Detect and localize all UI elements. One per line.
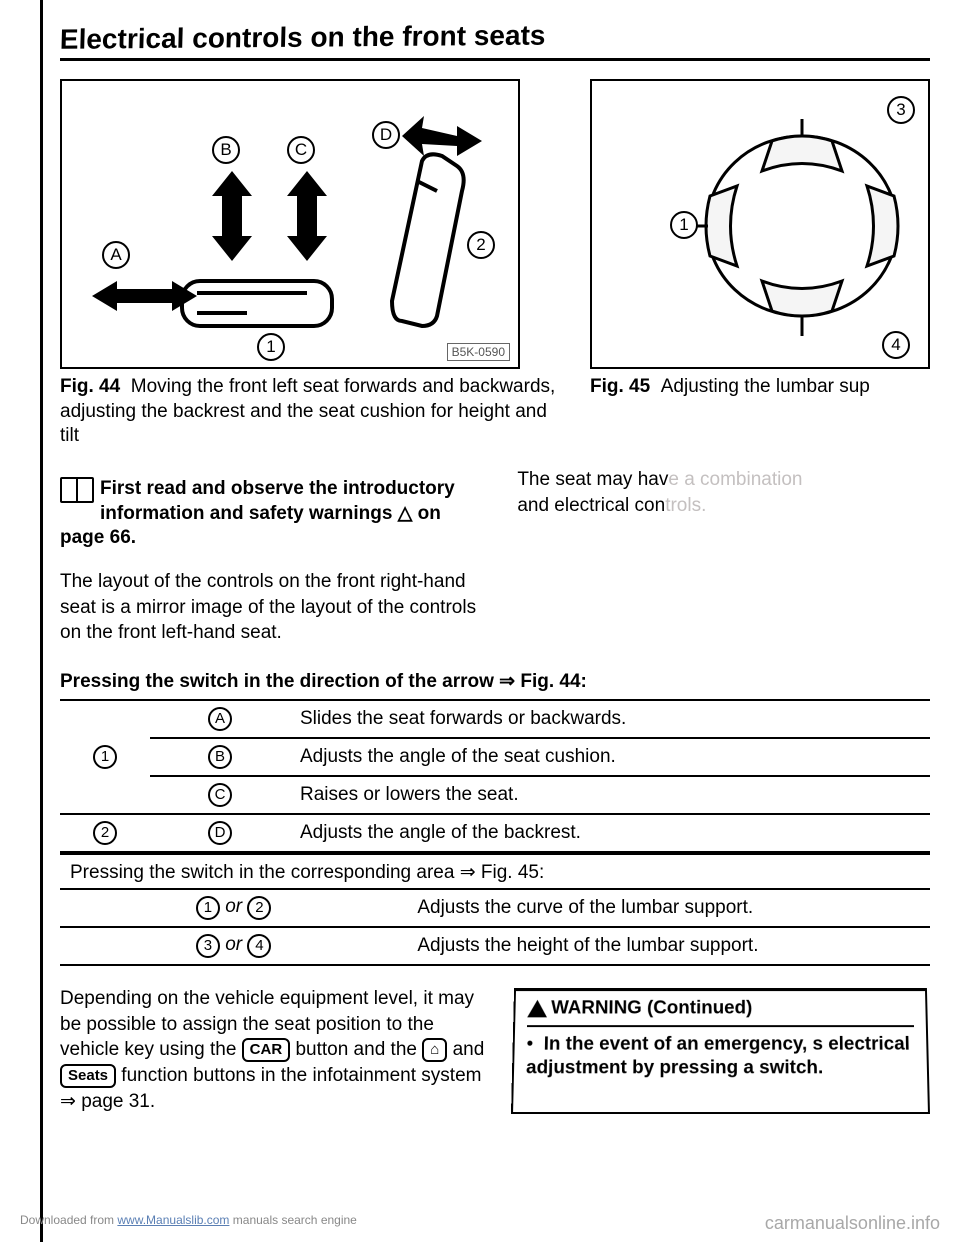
warning-box: WARNING (Continued) • In the event of an… [511,988,930,1114]
intro-left-col: First read and observe the introductory … [60,461,493,646]
fig44-label-D: D [372,121,400,149]
intro-right-col: The seat may have a combination and elec… [517,461,930,646]
table-row: C Raises or lowers the seat. [60,776,930,814]
bottom-t2: button and the [290,1039,422,1060]
fig45-label-3: 3 [887,96,915,124]
fig44-box: A B C D 1 2 B5K-0590 [60,79,520,369]
intro-line1: First read and observe the introductory [100,477,455,502]
right-intro: The seat may have a combination and elec… [517,467,930,518]
warning-header-text: WARNING (Continued) [550,998,751,1018]
cell-arrow-C: C [150,776,290,814]
bottom-t3: and [447,1039,484,1060]
page-content: Electrical controls on the front seats [0,0,960,1134]
fig45-svg [592,81,932,371]
cell-desc: Slides the seat forwards or backwards. [290,700,930,738]
warning-bullet: • In the event of an emergency, s electr… [525,1033,915,1082]
table-row: 1 or 2 Adjusts the curve of the lumbar s… [60,889,930,927]
bottom-t4: function buttons in the infotainment sys… [60,1065,481,1112]
fig44-label-2: 2 [467,231,495,259]
table-row: 1 A Slides the seat forwards or backward… [60,700,930,738]
fig45-label-1: 1 [670,211,698,239]
table-row: 2 D Adjusts the angle of the backrest. [60,814,930,852]
fig44-caption: Fig. 44 Moving the front left seat forwa… [60,375,560,449]
warning-header: WARNING (Continued) [527,997,914,1021]
intro-line2: information and safety warnings △ on [100,502,455,527]
cell-num-2: 2 [60,814,150,852]
fig44-svg [62,81,522,371]
fig45-box: 3 1 4 [590,79,930,369]
footer-right: carmanualsonline.info [765,1213,940,1234]
fig45-label-4: 4 [882,331,910,359]
page-title: Electrical controls on the front seats [59,16,930,56]
cell-desc: Adjusts the angle of the seat cushion. [290,738,930,776]
footer-left: Downloaded from www.Manualslib.com manua… [20,1213,357,1234]
home-button: ⌂ [422,1038,447,1062]
fig45-label-text: Fig. 45 [590,376,650,397]
cell-desc: Raises or lowers the seat. [290,776,930,814]
sub-header: Pressing the switch in the corresponding… [60,853,930,888]
right-intro-1: The seat may have a combination [517,469,802,490]
fig45-wrapper: 3 1 4 Fig. 45 Adjusting the lumbar sup [590,79,930,449]
footer-left1: Downloaded from [20,1213,117,1227]
intro-line3: page 66. [60,526,493,551]
intro-text-wrap: First read and observe the introductory … [100,477,455,526]
fig44-label-A: A [102,241,130,269]
cell-num-1: 1 [60,700,150,814]
cell-arrow-A: A [150,700,290,738]
bottom-row: Depending on the vehicle equipment level… [60,986,930,1114]
figures-row: A B C D 1 2 B5K-0590 Fig. 44 Moving the … [60,79,930,449]
cell-arrow-B: B [150,738,290,776]
table-header: Pressing the switch in the direction of … [60,670,930,693]
footer-left2: manuals search engine [229,1213,356,1227]
cell-desc: Adjusts the angle of the backrest. [290,814,930,852]
intro-two-col: First read and observe the introductory … [60,461,930,646]
warning-bullet-text: In the event of an emergency, s electric… [525,1034,909,1079]
fig45-caption-text: Adjusting the lumbar sup [661,376,870,397]
controls-table-45: 1 or 2 Adjusts the curve of the lumbar s… [60,888,930,966]
cell-desc: Adjusts the height of the lumbar support… [407,927,930,965]
title-underline [60,58,930,61]
book-icon [60,477,94,503]
fig44-wrapper: A B C D 1 2 B5K-0590 Fig. 44 Moving the … [60,79,560,449]
table-row: B Adjusts the angle of the seat cushion. [60,738,930,776]
page-footer: Downloaded from www.Manualslib.com manua… [20,1213,940,1234]
cell-nums: 3 or 4 [60,927,407,965]
car-button: CAR [242,1038,291,1062]
fig44-boxlabel: B5K-0590 [447,343,510,361]
bottom-left-text: Depending on the vehicle equipment level… [60,986,491,1114]
warning-divider [527,1025,914,1027]
warning-triangle-icon [527,1000,547,1018]
cell-arrow-D: D [150,814,290,852]
controls-table-44: 1 A Slides the seat forwards or backward… [60,699,930,853]
fig44-label-B: B [212,136,240,164]
fig44-label-1: 1 [257,333,285,361]
fig44-label-text: Fig. 44 [60,376,120,397]
table-row: 3 or 4 Adjusts the height of the lumbar … [60,927,930,965]
fig44-caption-text: Moving the front left seat forwards and … [60,376,555,446]
intro-block: First read and observe the introductory … [60,477,493,526]
fig45-caption: Fig. 45 Adjusting the lumbar sup [590,375,930,400]
right-intro-2: and electrical controls. [517,495,706,516]
seats-button: Seats [60,1064,116,1088]
mirror-text: The layout of the controls on the front … [60,569,493,646]
cell-desc: Adjusts the curve of the lumbar support. [407,889,930,927]
footer-link[interactable]: www.Manualslib.com [117,1213,229,1227]
cell-nums: 1 or 2 [60,889,407,927]
fig44-label-C: C [287,136,315,164]
